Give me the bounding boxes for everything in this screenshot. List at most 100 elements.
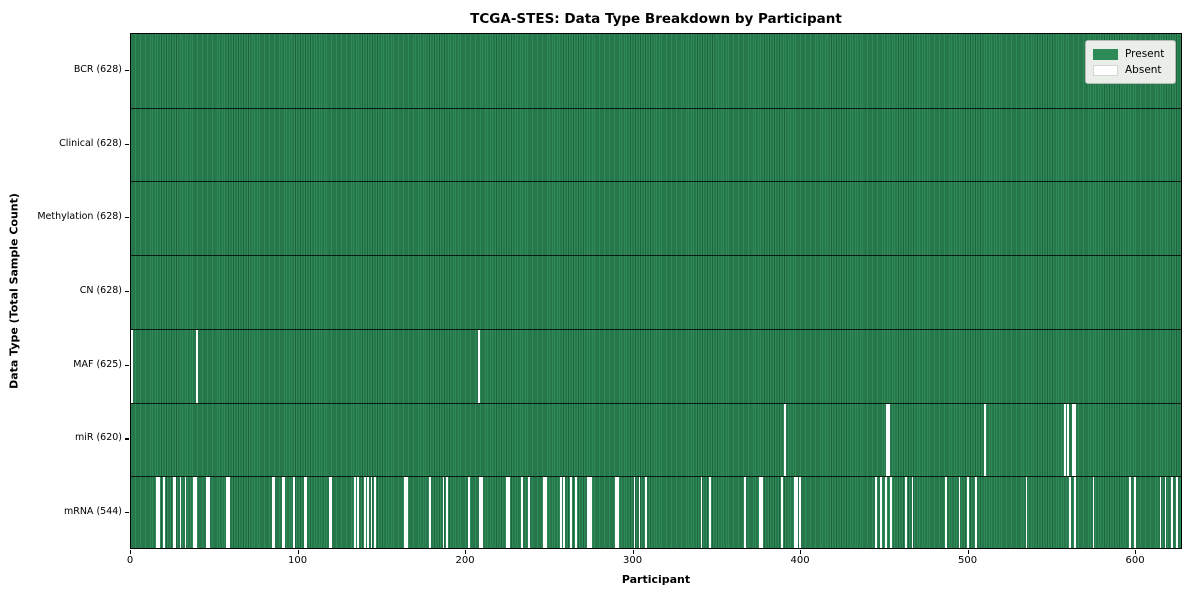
x-tick-mark <box>1135 550 1137 554</box>
absent-mark <box>467 477 470 548</box>
absent-mark <box>429 477 432 548</box>
absent-mark <box>888 403 891 477</box>
absent-mark <box>759 477 762 548</box>
absent-mark <box>911 477 914 548</box>
absent-mark <box>589 477 592 548</box>
x-tick-label-200: 200 <box>455 555 475 566</box>
absent-mark <box>330 477 333 548</box>
absent-mark <box>780 477 783 548</box>
absent-mark <box>1069 477 1071 548</box>
absent-mark <box>172 477 175 548</box>
legend-label-absent: Absent <box>1125 64 1162 76</box>
absent-mark <box>794 477 797 548</box>
x-tick-label-400: 400 <box>790 555 810 566</box>
x-tick-label-500: 500 <box>958 555 978 566</box>
absent-mark <box>445 477 448 548</box>
present-swatch-icon <box>1093 48 1118 60</box>
absent-mark <box>1074 477 1076 548</box>
absent-mark <box>615 477 617 548</box>
y-tick-label-bcr: BCR (628) <box>73 63 122 75</box>
absent-mark <box>1129 477 1132 548</box>
legend-entry-present: Present <box>1093 46 1167 62</box>
absent-mark <box>1171 477 1174 548</box>
x-tick-mark <box>800 550 802 554</box>
heat-row-maf <box>131 328 1181 403</box>
absent-mark <box>874 477 877 548</box>
absent-mark <box>1072 403 1075 477</box>
absent-mark <box>521 477 524 548</box>
y-tick-label-maf: MAF (625) <box>73 358 122 370</box>
absent-mark <box>281 477 284 548</box>
absent-mark <box>569 477 572 548</box>
absent-mark <box>157 477 160 548</box>
absent-mark <box>1074 403 1076 477</box>
absent-mark <box>1064 403 1066 477</box>
x-tick-mark <box>967 550 969 554</box>
y-tick-label-methylation: Methylation (628) <box>37 211 122 223</box>
absent-mark <box>983 403 986 477</box>
y-tick-mark <box>125 69 129 72</box>
absent-mark <box>1159 477 1162 548</box>
x-tick-label-300: 300 <box>623 555 643 566</box>
absent-mark <box>156 477 158 548</box>
plot-area <box>130 33 1182 549</box>
absent-mark <box>506 477 509 548</box>
y-tick-label-mir: miR (620) <box>74 432 122 444</box>
absent-mark <box>1181 477 1182 549</box>
absent-mark <box>796 477 798 548</box>
absent-mark <box>884 477 887 548</box>
absent-mark <box>563 477 566 548</box>
absent-mark <box>507 477 510 548</box>
absent-mark <box>574 477 577 548</box>
absent-mark <box>273 477 276 548</box>
absent-mark <box>760 477 763 548</box>
absent-mark <box>1092 477 1095 548</box>
absent-mark <box>184 477 187 548</box>
absent-mark <box>945 477 947 548</box>
absent-mark <box>700 477 703 548</box>
absent-mark <box>179 477 182 548</box>
absent-mark <box>373 477 376 548</box>
x-tick-label-0: 0 <box>126 555 134 566</box>
absent-mark <box>404 477 406 548</box>
absent-mark <box>228 477 231 548</box>
absent-mark <box>405 477 408 548</box>
y-tick-mark <box>125 512 129 514</box>
absent-mark <box>1067 403 1070 477</box>
absent-mark <box>196 329 199 403</box>
legend-entry-absent: Absent <box>1093 62 1167 78</box>
absent-mark <box>174 477 177 548</box>
absent-mark <box>305 477 308 548</box>
legend-label-present: Present <box>1125 48 1165 60</box>
x-tick-label-600: 600 <box>1125 555 1145 566</box>
absent-mark <box>958 477 961 548</box>
heat-row-cn <box>131 255 1181 329</box>
absent-mark <box>357 477 360 548</box>
absent-mark <box>889 477 892 548</box>
absent-mark <box>559 477 562 548</box>
absent-mark <box>208 477 210 548</box>
legend: Present Absent <box>1085 40 1176 84</box>
absent-mark <box>363 477 366 548</box>
absent-mark <box>586 477 589 548</box>
absent-mark <box>528 477 530 548</box>
absent-mark <box>784 403 787 477</box>
x-tick-label-100: 100 <box>287 555 308 566</box>
heat-row-mir <box>131 402 1181 477</box>
y-tick-mark <box>125 217 129 219</box>
absent-mark <box>479 477 482 548</box>
heat-row-methylation <box>131 181 1181 256</box>
absent-mark <box>616 477 619 548</box>
absent-mark <box>975 477 978 548</box>
absent-mark <box>370 477 373 548</box>
absent-mark <box>904 477 907 548</box>
y-tick-mark <box>125 364 129 366</box>
absent-mark <box>328 477 331 548</box>
y-tick-mark <box>125 291 129 293</box>
absent-mark <box>194 477 197 548</box>
absent-mark <box>799 477 802 548</box>
absent-mark <box>1025 477 1028 548</box>
absent-mark <box>543 477 545 548</box>
x-tick-mark <box>632 550 634 554</box>
